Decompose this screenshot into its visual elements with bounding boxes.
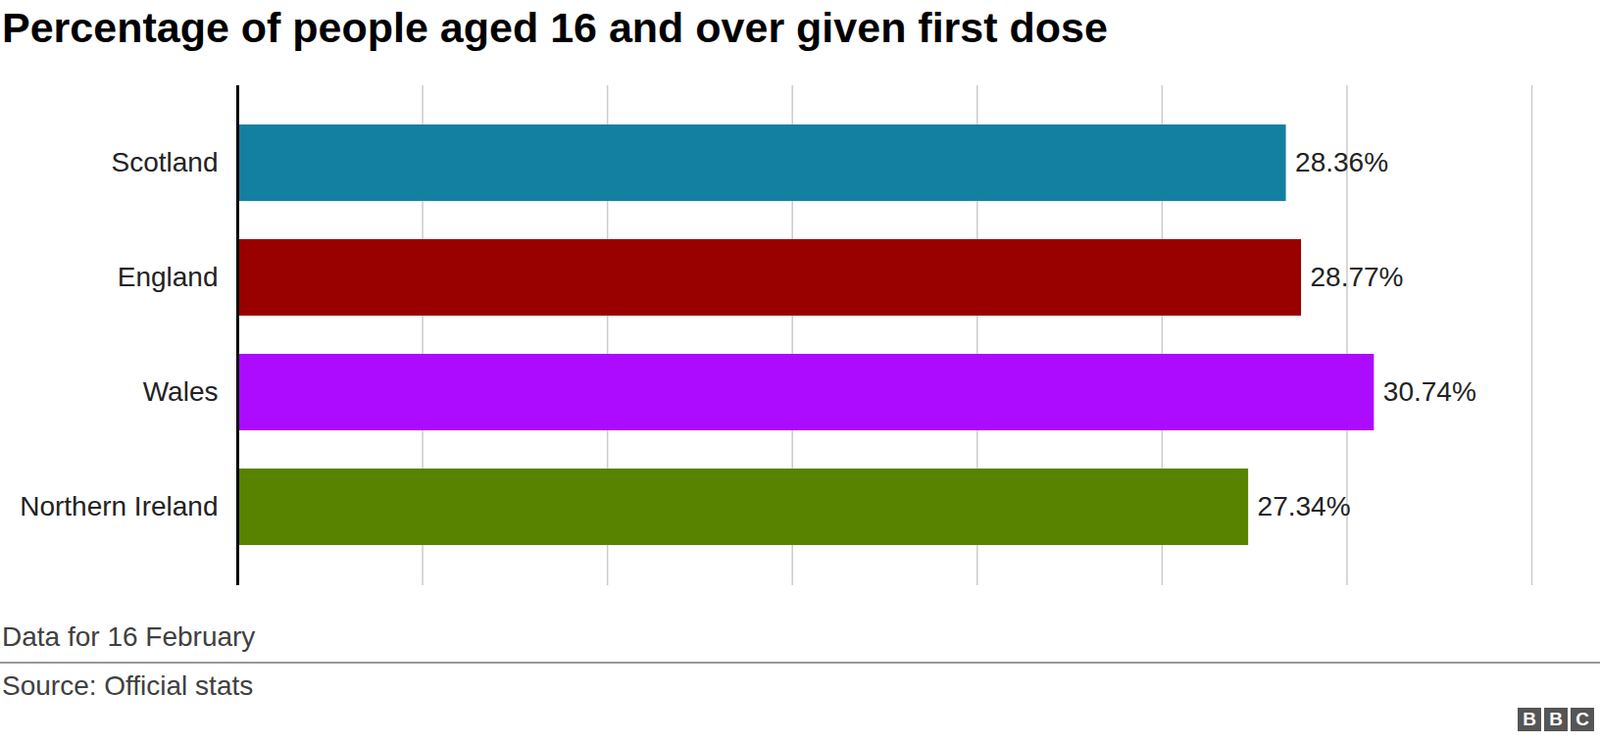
svg-text:28.36%: 28.36% (1295, 147, 1389, 178)
svg-text:Scotland: Scotland (111, 147, 219, 178)
svg-text:Wales: Wales (143, 376, 219, 407)
html-text:Source: Official stats: Source: Official stats (1, 670, 254, 701)
svg-text:30.74%: 30.74% (1383, 376, 1477, 407)
svg-text:Northern Ireland: Northern Ireland (19, 491, 218, 522)
svg-text:28.77%: 28.77% (1310, 261, 1404, 293)
html-text:B: B (1522, 708, 1537, 730)
html-text:B: B (1549, 708, 1563, 730)
html-text:Data for 16 February: Data for 16 February (1, 621, 256, 652)
html-text:Percentage of people aged 16 a: Percentage of people aged 16 and over gi… (1, 3, 1108, 51)
html-text:C: C (1575, 708, 1590, 730)
svg-text:England: England (117, 261, 219, 293)
svg-text:27.34%: 27.34% (1257, 491, 1351, 522)
